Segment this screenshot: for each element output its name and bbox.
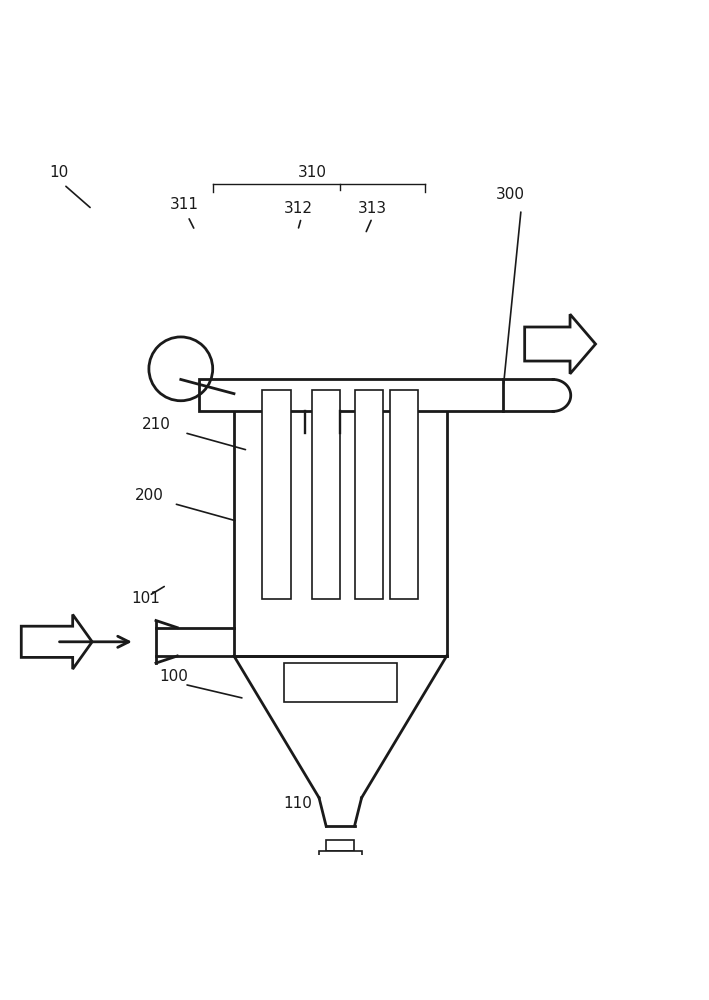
FancyBboxPatch shape (312, 390, 340, 599)
FancyBboxPatch shape (390, 390, 418, 599)
FancyBboxPatch shape (284, 663, 397, 702)
Polygon shape (21, 615, 92, 669)
Text: 210: 210 (142, 417, 171, 432)
FancyBboxPatch shape (326, 840, 354, 851)
Text: 311: 311 (170, 197, 199, 212)
FancyBboxPatch shape (354, 390, 383, 599)
Text: 312: 312 (284, 201, 313, 216)
Text: 313: 313 (358, 201, 387, 216)
Text: 300: 300 (496, 187, 525, 202)
Text: 10: 10 (50, 165, 69, 180)
Polygon shape (525, 314, 596, 374)
FancyBboxPatch shape (262, 390, 291, 599)
Text: 110: 110 (284, 796, 312, 811)
Text: 200: 200 (135, 488, 164, 503)
Text: 100: 100 (160, 669, 189, 684)
FancyBboxPatch shape (199, 379, 503, 411)
Text: 310: 310 (298, 165, 326, 180)
FancyBboxPatch shape (319, 851, 362, 869)
Text: 101: 101 (131, 591, 160, 606)
FancyBboxPatch shape (234, 387, 447, 656)
FancyBboxPatch shape (326, 869, 354, 883)
